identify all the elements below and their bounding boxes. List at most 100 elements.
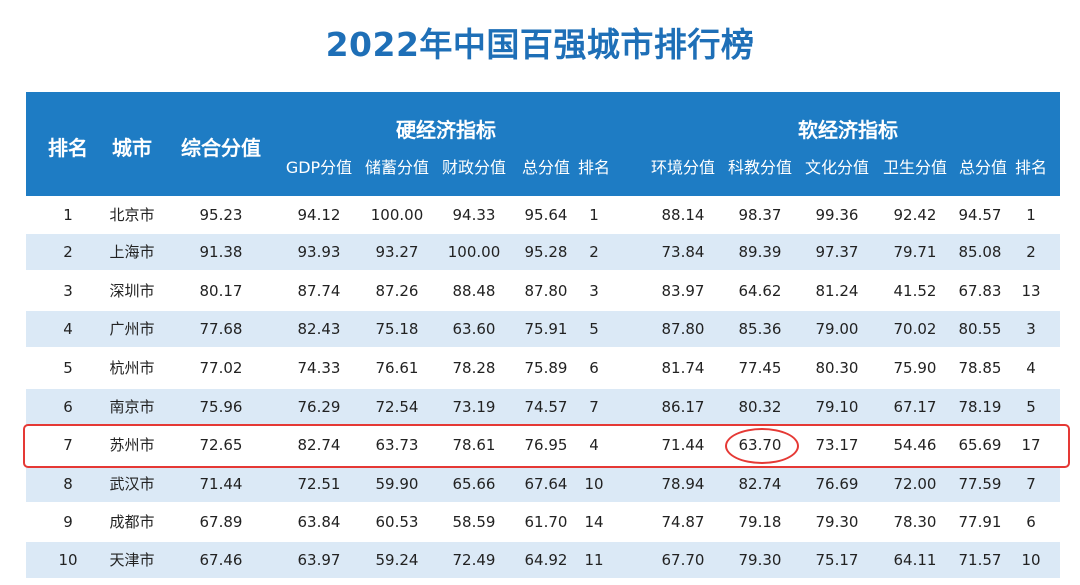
cell-city: 武汉市 [109, 475, 155, 493]
cell-gdp: 82.43 [297, 320, 341, 338]
cell-science-edu: 98.37 [738, 206, 782, 224]
cell-science-edu: 85.36 [738, 320, 782, 338]
table-row: 10 天津市 67.46 63.97 59.24 72.49 64.92 11 67.70 79.… [26, 542, 1060, 578]
page-title: 2022年中国百强城市排行榜 [325, 25, 755, 64]
cell-hard-rank: 1 [589, 206, 599, 224]
header-soft-total: 总分值 [958, 158, 1007, 177]
cell-culture: 73.17 [815, 436, 859, 454]
cell-health: 75.90 [893, 359, 937, 377]
cell-fiscal: 65.66 [452, 475, 496, 493]
cell-hard-total: 75.91 [524, 320, 568, 338]
cell-city: 北京市 [109, 206, 155, 224]
cell-rank: 1 [63, 206, 73, 224]
cell-city: 南京市 [109, 398, 155, 416]
header-soft-group: 软经济指标 [798, 118, 898, 142]
cell-hard-rank: 14 [584, 513, 604, 531]
cell-soft-total: 94.57 [958, 206, 1002, 224]
cell-composite: 67.89 [199, 513, 243, 531]
cell-health: 78.30 [893, 513, 937, 531]
cell-composite: 77.68 [199, 320, 243, 338]
cell-environment: 88.14 [661, 206, 705, 224]
header-science-edu: 科教分值 [727, 158, 792, 177]
cell-savings: 100.00 [370, 206, 424, 224]
cell-culture: 99.36 [815, 206, 859, 224]
cell-science-edu: 64.62 [738, 282, 782, 300]
cell-environment: 71.44 [661, 436, 705, 454]
cell-composite: 80.17 [199, 282, 243, 300]
header-health: 卫生分值 [882, 158, 947, 177]
cell-environment: 87.80 [661, 320, 705, 338]
cell-environment: 73.84 [661, 243, 705, 261]
cell-health: 67.17 [893, 398, 937, 416]
cell-health: 79.71 [893, 243, 937, 261]
cell-composite: 67.46 [199, 551, 243, 569]
cell-hard-total: 74.57 [524, 398, 568, 416]
cell-culture: 81.24 [815, 282, 859, 300]
header-soft-rank: 排名 [1014, 158, 1047, 177]
cell-soft-total: 67.83 [958, 282, 1002, 300]
header-environment: 环境分值 [650, 158, 715, 177]
cell-soft-rank: 7 [1026, 475, 1036, 493]
cell-fiscal: 94.33 [452, 206, 496, 224]
header-rank: 排名 [48, 136, 88, 160]
cell-rank: 6 [63, 398, 73, 416]
cell-culture: 76.69 [815, 475, 859, 493]
cell-savings: 59.90 [375, 475, 419, 493]
cell-culture: 79.30 [815, 513, 859, 531]
cell-health: 70.02 [893, 320, 937, 338]
cell-fiscal: 88.48 [452, 282, 496, 300]
header-composite: 综合分值 [181, 136, 261, 160]
cell-city: 成都市 [109, 513, 155, 531]
header-fiscal: 财政分值 [441, 158, 506, 177]
cell-soft-rank: 10 [1021, 551, 1041, 569]
cell-fiscal: 58.59 [452, 513, 496, 531]
cell-composite: 71.44 [199, 475, 243, 493]
cell-savings: 72.54 [375, 398, 419, 416]
cell-soft-total: 65.69 [958, 436, 1002, 454]
cell-hard-rank: 6 [589, 359, 599, 377]
cell-health: 64.11 [893, 551, 937, 569]
cell-science-edu: 80.32 [738, 398, 782, 416]
cell-hard-total: 87.80 [524, 282, 568, 300]
cell-rank: 9 [63, 513, 73, 531]
header-hard-rank: 排名 [577, 158, 610, 177]
cell-hard-rank: 4 [589, 436, 599, 454]
table-row: 4 广州市 77.68 82.43 75.18 63.60 75.91 5 87.80 85.36… [26, 311, 1060, 347]
header-savings: 储蓄分值 [364, 158, 429, 177]
cell-hard-total: 64.92 [524, 551, 568, 569]
cell-soft-rank: 4 [1026, 359, 1036, 377]
table-row: 3 深圳市 80.17 87.74 87.26 88.48 87.80 3 83.97 64.62… [26, 273, 1060, 309]
cell-savings: 76.61 [375, 359, 419, 377]
cell-rank: 5 [63, 359, 73, 377]
cell-hard-total: 75.89 [524, 359, 568, 377]
cell-composite: 72.65 [199, 436, 243, 454]
cell-environment: 83.97 [661, 282, 705, 300]
header-gdp: GDP分值 [285, 158, 353, 177]
cell-fiscal: 72.49 [452, 551, 496, 569]
cell-city: 上海市 [109, 243, 155, 261]
cell-savings: 63.73 [375, 436, 419, 454]
cell-gdp: 63.84 [297, 513, 341, 531]
cell-rank: 3 [63, 282, 73, 300]
table-row: 9 成都市 67.89 63.84 60.53 58.59 61.70 14 74.87 79.1… [26, 504, 1060, 540]
cell-gdp: 87.74 [297, 282, 341, 300]
cell-health: 54.46 [893, 436, 937, 454]
cell-hard-total: 61.70 [524, 513, 568, 531]
cell-culture: 79.00 [815, 320, 859, 338]
cell-soft-total: 71.57 [958, 551, 1002, 569]
cell-gdp: 76.29 [297, 398, 341, 416]
cell-gdp: 93.93 [297, 243, 341, 261]
cell-soft-rank: 5 [1026, 398, 1036, 416]
cell-hard-rank: 5 [589, 320, 599, 338]
cell-gdp: 74.33 [297, 359, 341, 377]
cell-gdp: 82.74 [297, 436, 341, 454]
cell-soft-rank: 13 [1021, 282, 1041, 300]
cell-hard-total: 67.64 [524, 475, 568, 493]
table-row: 8 武汉市 71.44 72.51 59.90 65.66 67.64 10 78.94 82.7… [26, 466, 1060, 502]
cell-science-edu: 79.18 [738, 513, 782, 531]
table-header: 排名 城市 综合分值 硬经济指标 软经济指标 GDP分值 储蓄分值 财政分值 总… [26, 92, 1060, 196]
cell-culture: 79.10 [815, 398, 859, 416]
cell-soft-total: 78.19 [958, 398, 1002, 416]
cell-environment: 86.17 [661, 398, 705, 416]
cell-soft-total: 77.59 [958, 475, 1002, 493]
